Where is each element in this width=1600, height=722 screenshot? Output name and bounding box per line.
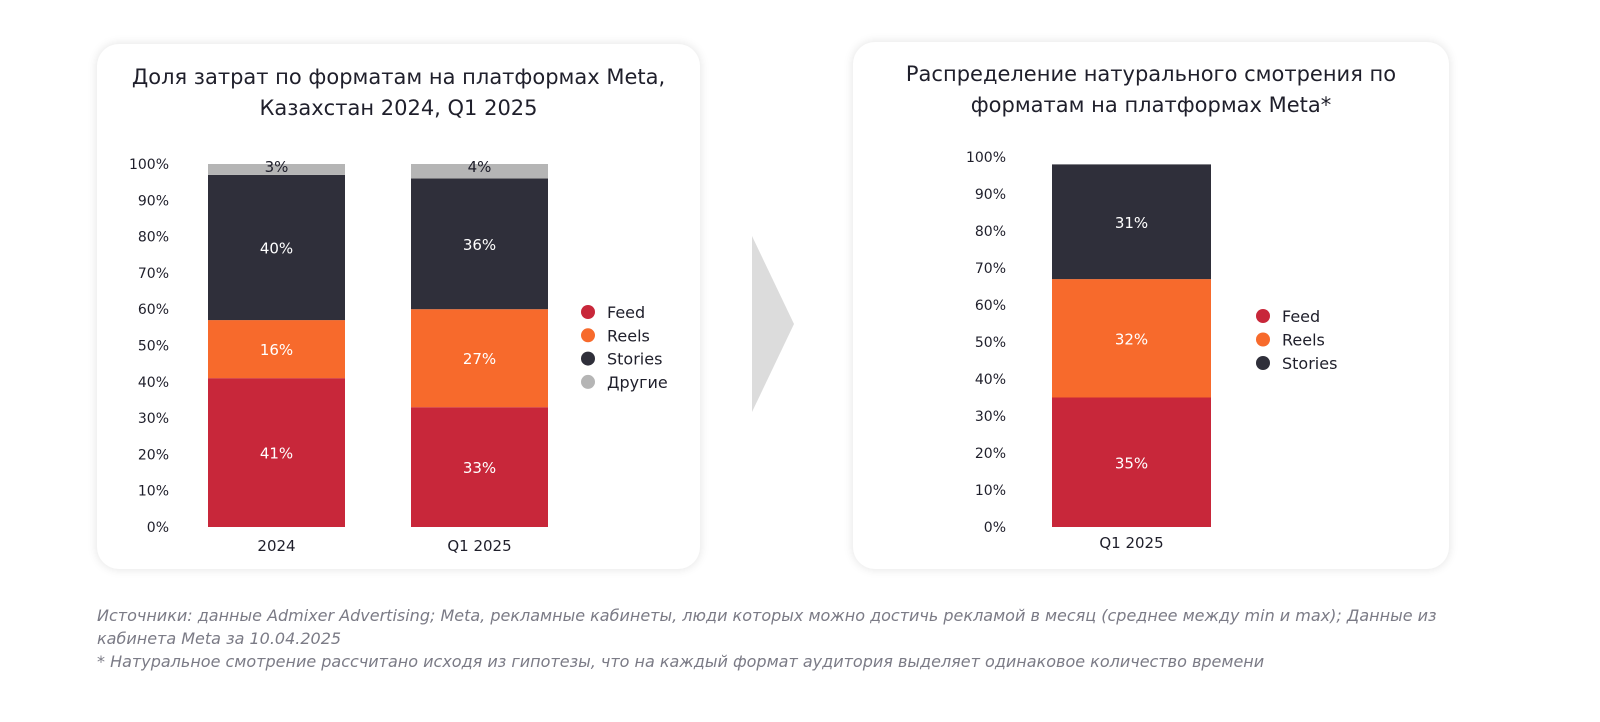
legend-label: Другие — [607, 373, 668, 392]
data-label: 32% — [1115, 330, 1148, 348]
bar-segment-feed — [208, 378, 345, 527]
y-tick-label: 70% — [975, 261, 1006, 277]
bar-segment-feed — [411, 407, 548, 527]
sources-note-continuation: кабинета Meta за 10.04.2025 — [97, 629, 342, 648]
bar-segment-stories — [411, 178, 548, 310]
methodology-note: * Натуральное смотрение рассчитано исход… — [97, 652, 1265, 671]
data-label: 4% — [468, 158, 492, 176]
data-label: 31% — [1115, 214, 1148, 232]
x-category-label: Q1 2025 — [1099, 534, 1163, 552]
legend-marker — [1256, 332, 1270, 347]
y-tick-label: 70% — [138, 266, 169, 282]
data-label: 41% — [260, 445, 293, 463]
y-tick-label: 90% — [975, 187, 1006, 203]
y-tick-label: 20% — [975, 446, 1006, 462]
legend-marker — [1256, 309, 1270, 323]
spend-share-chart: 0% 10% 20% 30% 40% 50% 60% 70% 80% 90% 100% 41% 16% 4… — [129, 157, 668, 555]
natural-viewing-chart-card: Распределение натурального смотрения по … — [853, 42, 1449, 569]
y-tick-label: 50% — [975, 335, 1006, 351]
data-label: 16% — [260, 341, 293, 359]
chevron-right-icon — [752, 236, 794, 412]
data-label: 27% — [463, 350, 496, 368]
bar-segment-other — [208, 164, 345, 175]
y-tick-label: 0% — [984, 520, 1006, 536]
footnotes: Источники: данные Admixer Advertising; M… — [97, 604, 1497, 673]
legend-label: Reels — [1282, 331, 1325, 350]
bar-segment-reels — [411, 309, 548, 408]
y-tick-label: 20% — [138, 447, 169, 463]
legend-label: Stories — [607, 350, 662, 369]
y-tick-label: 50% — [138, 339, 169, 355]
chart-title-line: Казахстан 2024, Q1 2025 — [259, 96, 538, 120]
bar-segment-reels — [208, 320, 345, 379]
y-tick-label: 30% — [138, 411, 169, 427]
bar-segment-stories — [1052, 164, 1211, 280]
sources-note: Источники: данные Admixer Advertising; M… — [97, 606, 1437, 625]
legend-label: Feed — [607, 303, 645, 322]
x-category-label: 2024 — [257, 537, 295, 555]
y-tick-label: 10% — [975, 483, 1006, 499]
spend-share-chart-card: Доля затрат по форматам на платформах Me… — [97, 44, 700, 569]
data-label: 40% — [260, 239, 293, 257]
data-label: 35% — [1115, 454, 1148, 472]
chart-title-line: Доля затрат по форматам на платформах Me… — [131, 65, 666, 89]
legend-label: Feed — [1282, 307, 1320, 326]
y-tick-label: 40% — [138, 375, 169, 391]
legend-label: Reels — [607, 326, 650, 345]
data-label: 3% — [265, 158, 289, 176]
y-tick-label: 40% — [975, 372, 1006, 388]
legend-marker — [581, 328, 595, 343]
legend-marker — [581, 351, 595, 366]
y-tick-label: 100% — [129, 157, 169, 173]
bar-segment-reels — [1052, 279, 1211, 398]
y-tick-label: 30% — [975, 409, 1006, 425]
chart-title-natural-viewing: Распределение натурального смотрения по … — [853, 59, 1449, 121]
chart-title-line: форматам на платформах Meta* — [970, 93, 1332, 117]
legend-marker — [581, 305, 595, 319]
bar-segment-feed — [1052, 397, 1211, 527]
y-tick-label: 80% — [975, 224, 1006, 240]
y-tick-label: 0% — [147, 520, 169, 536]
legend-marker — [1256, 356, 1270, 370]
y-tick-label: 60% — [138, 302, 169, 318]
x-category-label: Q1 2025 — [447, 537, 511, 555]
y-tick-label: 80% — [138, 230, 169, 246]
bar-segment-other — [411, 164, 548, 179]
legend-marker — [581, 374, 595, 389]
chart-title-line: Распределение натурального смотрения по — [905, 62, 1397, 86]
y-tick-label: 100% — [966, 150, 1006, 166]
natural-viewing-chart: 0% 10% 20% 30% 40% 50% 60% 70% 80% 90% 100% 35% 32% 3… — [966, 150, 1337, 552]
y-tick-label: 10% — [138, 484, 169, 500]
legend-label: Stories — [1282, 354, 1337, 373]
bar-segment-stories — [208, 174, 345, 321]
data-label: 36% — [463, 236, 496, 254]
chart-title-spend-share: Доля затрат по форматам на платформах Me… — [97, 62, 700, 124]
y-tick-label: 60% — [975, 298, 1006, 314]
y-tick-label: 90% — [138, 193, 169, 209]
data-label: 33% — [463, 459, 496, 477]
